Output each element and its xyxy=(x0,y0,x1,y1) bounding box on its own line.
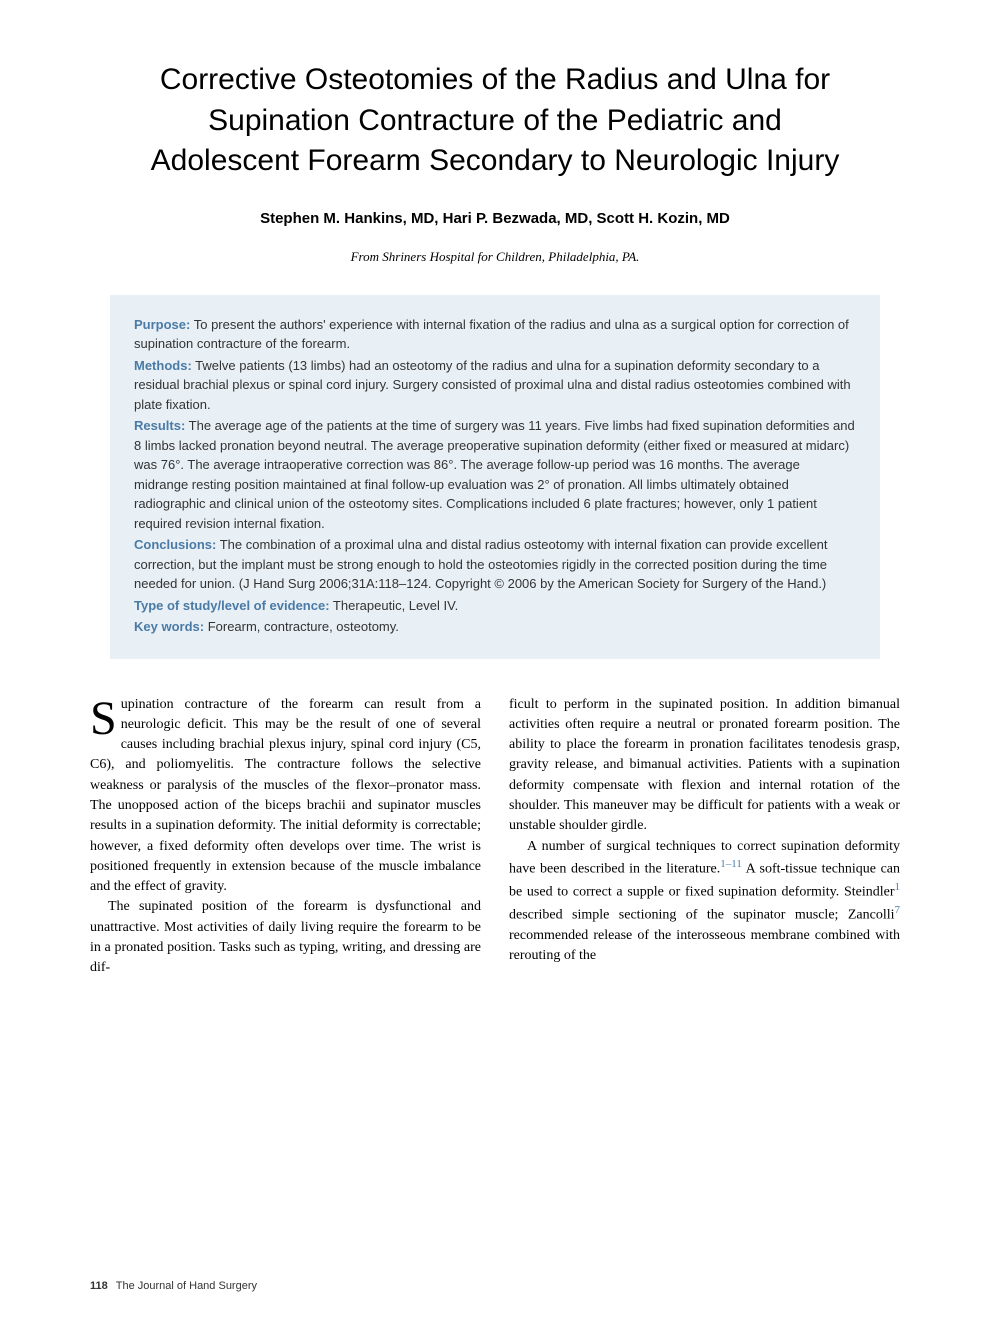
body-p4-c: described simple sectioning of the supin… xyxy=(509,907,895,922)
column-right: ficult to perform in the supinated posit… xyxy=(509,695,900,979)
column-left: Supination contracture of the forearm ca… xyxy=(90,695,481,979)
abstract-results: Results: The average age of the patients… xyxy=(134,416,856,533)
study-type-text: Therapeutic, Level IV. xyxy=(330,598,459,613)
methods-text: Twelve patients (13 limbs) had an osteot… xyxy=(134,358,851,412)
purpose-label: Purpose: xyxy=(134,317,190,332)
methods-label: Methods: xyxy=(134,358,192,373)
ref-link-7[interactable]: 7 xyxy=(895,904,901,916)
page-number: 118 xyxy=(90,1280,108,1292)
abstract-conclusions: Conclusions: The combination of a proxim… xyxy=(134,535,856,594)
affiliation-line: From Shriners Hospital for Children, Phi… xyxy=(90,249,900,265)
abstract-keywords: Key words: Forearm, contracture, osteoto… xyxy=(134,617,856,637)
body-paragraph-4: A number of surgical techniques to corre… xyxy=(509,837,900,967)
body-paragraph-1: Supination contracture of the forearm ca… xyxy=(90,695,481,898)
article-title: Corrective Osteotomies of the Radius and… xyxy=(145,60,845,182)
ref-link-1[interactable]: 1 xyxy=(895,881,901,893)
body-p1-text: upination contracture of the forearm can… xyxy=(90,697,481,895)
journal-name: The Journal of Hand Surgery xyxy=(116,1280,257,1292)
conclusions-text: The combination of a proximal ulna and d… xyxy=(134,537,827,591)
conclusions-label: Conclusions: xyxy=(134,537,216,552)
study-type-label: Type of study/level of evidence: xyxy=(134,598,330,613)
abstract-box: Purpose: To present the authors' experie… xyxy=(110,295,880,659)
authors-line: Stephen M. Hankins, MD, Hari P. Bezwada,… xyxy=(90,210,900,227)
abstract-study-type: Type of study/level of evidence: Therape… xyxy=(134,596,856,616)
body-paragraph-3: ficult to perform in the supinated posit… xyxy=(509,695,900,837)
keywords-text: Forearm, contracture, osteotomy. xyxy=(204,619,399,634)
results-text: The average age of the patients at the t… xyxy=(134,418,855,531)
body-columns: Supination contracture of the forearm ca… xyxy=(90,695,900,979)
body-p4-d: recommended release of the interosseous … xyxy=(509,928,900,963)
body-paragraph-2: The supinated position of the forearm is… xyxy=(90,897,481,978)
abstract-purpose: Purpose: To present the authors' experie… xyxy=(134,315,856,354)
keywords-label: Key words: xyxy=(134,619,204,634)
abstract-methods: Methods: Twelve patients (13 limbs) had … xyxy=(134,356,856,415)
page-footer: 118 The Journal of Hand Surgery xyxy=(90,1280,257,1292)
results-label: Results: xyxy=(134,418,185,433)
purpose-text: To present the authors' experience with … xyxy=(134,317,849,352)
dropcap: S xyxy=(90,695,121,740)
ref-link-1-11[interactable]: 1–11 xyxy=(720,858,742,870)
